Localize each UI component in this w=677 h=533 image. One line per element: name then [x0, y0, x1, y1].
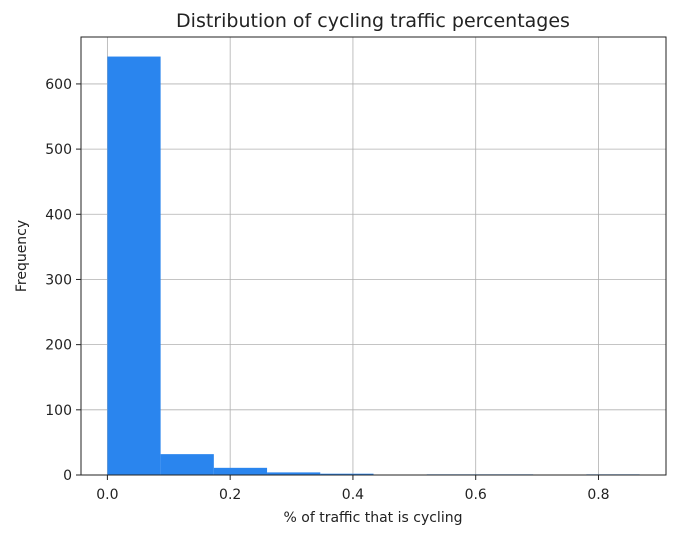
histogram-bar [107, 56, 161, 476]
y-tick-label: 0 [63, 468, 72, 484]
y-tick-label: 100 [45, 403, 72, 419]
grid [81, 37, 666, 476]
y-tick-label: 200 [45, 338, 72, 354]
x-tick-label: 0.2 [219, 487, 241, 503]
y-tick-label: 500 [45, 142, 72, 158]
x-axis-label: % of traffic that is cycling [284, 510, 463, 526]
chart-title: Distribution of cycling traffic percenta… [176, 10, 570, 32]
histogram-bar [160, 454, 214, 475]
x-tick-label: 0.4 [342, 487, 364, 503]
y-tick-label: 400 [45, 207, 72, 223]
ticks: 0.0 0.2 0.4 0.6 0.8 0 100 200 300 400 500 600 [45, 77, 609, 503]
y-axis-label: Frequency [14, 220, 30, 292]
histogram-bar [213, 467, 268, 475]
x-tick-label: 0.8 [587, 487, 609, 503]
y-tick-label: 300 [45, 272, 72, 288]
y-tick-label: 600 [45, 77, 72, 93]
x-tick-label: 0.6 [465, 487, 487, 503]
histogram-bar [320, 473, 374, 475]
plot-frame [80, 36, 667, 476]
x-tick-label: 0.0 [96, 487, 118, 503]
histogram-bar [267, 472, 321, 475]
bars [107, 56, 640, 476]
